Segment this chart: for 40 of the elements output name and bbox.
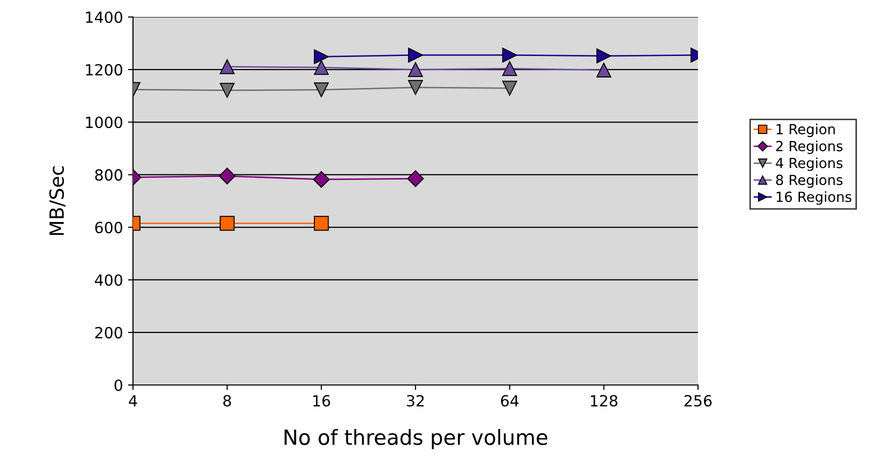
point (502, 48, 518, 63)
point (502, 80, 518, 96)
point (312, 171, 330, 188)
point (596, 62, 612, 78)
y-tick-label: 800 (95, 169, 122, 181)
x-tick-label: 128 (590, 394, 618, 407)
x-axis-title: No of threads per volume (284, 428, 548, 450)
y-tick-label: 1200 (86, 64, 122, 76)
legend-label: 2 Regions (776, 140, 842, 154)
y-axis-title: MB/Sec (49, 166, 66, 235)
y-tick-label: 1400 (86, 11, 122, 24)
legend-label: 8 Regions (776, 174, 842, 188)
point (220, 59, 235, 74)
point (220, 82, 235, 98)
point (408, 80, 423, 95)
x-tick-label: 8 (223, 394, 231, 407)
point (596, 48, 612, 64)
point (314, 49, 329, 64)
x-tick-label: 32 (406, 394, 424, 407)
point (502, 61, 518, 76)
point (314, 60, 329, 75)
point (408, 62, 423, 77)
point (407, 170, 424, 187)
y-tick-label: 200 (95, 326, 122, 338)
legend-label: 16 Regions (776, 191, 852, 205)
x-tick-label: 16 (313, 394, 330, 407)
y-tick-label: 600 (95, 222, 122, 234)
point (218, 168, 236, 184)
point (314, 216, 329, 231)
point (220, 216, 235, 231)
point (314, 82, 329, 98)
legend-label: 4 Regions (776, 157, 842, 171)
point (408, 48, 423, 63)
x-tick-label: 256 (684, 394, 712, 407)
legend-label: 1 Region (776, 124, 835, 138)
x-tick-label: 64 (501, 394, 519, 407)
y-tick-label: 400 (94, 274, 122, 286)
y-tick-label: 0 (114, 379, 122, 392)
y-tick-label: 1000 (86, 116, 122, 128)
x-tick-label: 4 (128, 395, 138, 406)
